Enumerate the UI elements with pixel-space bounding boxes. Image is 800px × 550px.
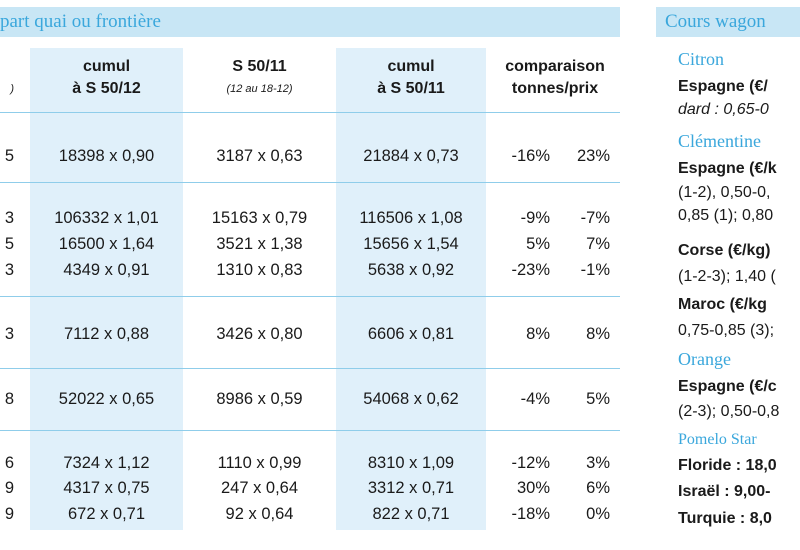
- row-cell: 822 x 0,71: [372, 505, 450, 523]
- row-cell: 16500 x 1,64: [58, 235, 155, 253]
- row-cell: 6%: [586, 479, 610, 497]
- country-line: Espagne (€/k: [678, 160, 777, 177]
- row-cell: 7%: [586, 235, 610, 253]
- row-cell: 30%: [516, 479, 550, 497]
- row-cell: 3187 x 0,63: [216, 147, 303, 165]
- row-cell: 54068 x 0,62: [363, 390, 459, 408]
- country-line: Corse (€/kg): [678, 242, 771, 259]
- price-line: 0,85 (1); 0,80: [678, 207, 774, 224]
- header-line1: cumul: [82, 58, 131, 75]
- price-line: (1-2), 0,50-0,: [678, 184, 771, 201]
- row-cell: 116506 x 1,08: [359, 209, 463, 227]
- fruit-heading: Pomelo Star: [678, 431, 757, 448]
- header-cumul-s50-12: cumul à S 50/12: [30, 56, 183, 100]
- section-header-left: part quai ou frontière: [0, 7, 620, 37]
- header-line2: à S 50/11: [377, 80, 445, 97]
- row-divider: [0, 182, 620, 183]
- country-line: Espagne (€/c: [678, 378, 777, 395]
- row-cell: -4%: [520, 390, 550, 408]
- row-cell: 5%: [526, 235, 550, 253]
- row-cell: 0%: [586, 505, 610, 523]
- row-cell: 247 x 0,64: [220, 479, 299, 497]
- row-cell: 1310 x 0,83: [216, 261, 303, 279]
- row-cell: 4349 x 0,91: [63, 261, 150, 279]
- row-cell: -18%: [511, 505, 550, 523]
- row-cell: 15656 x 1,54: [363, 235, 459, 253]
- row-cell: -12%: [511, 454, 550, 472]
- header-line2: à S 50/12: [72, 80, 141, 97]
- row-cell: 3: [4, 209, 14, 227]
- row-cell: 3521 x 1,38: [216, 235, 303, 253]
- column-shade-cumul-50-12: [30, 48, 183, 530]
- column-shade-cumul-50-11: [336, 48, 486, 530]
- row-cell: 672 x 0,71: [67, 505, 146, 523]
- country-line: Israël : 9,00-: [678, 483, 771, 500]
- row-cell: 23%: [576, 147, 610, 165]
- header-line1: comparaison: [505, 58, 605, 75]
- row-cell: 8310 x 1,09: [367, 454, 455, 472]
- row-cell: 4317 x 0,75: [63, 479, 150, 497]
- row-cell: 3: [4, 261, 14, 279]
- row-cell: 106332 x 1,01: [54, 209, 159, 227]
- row-cell: 8%: [586, 325, 610, 343]
- price-line: (1-2-3); 1,40 (: [678, 268, 776, 285]
- fruit-heading: Orange: [678, 349, 731, 369]
- row-cell: -16%: [511, 147, 550, 165]
- country-line: Espagne (€/: [678, 78, 768, 95]
- header-line1: S 50/11: [232, 58, 287, 75]
- row-cell: 21884 x 0,73: [363, 147, 459, 165]
- fruit-heading: Clémentine: [678, 131, 761, 151]
- row-divider: [0, 112, 620, 113]
- row-cell: 3%: [586, 454, 610, 472]
- row-cell: 92 x 0,64: [225, 505, 294, 523]
- fruit-heading: Citron: [678, 49, 725, 69]
- row-cell: -1%: [580, 261, 610, 279]
- country-line: Turquie : 8,0: [678, 510, 772, 527]
- header-cumul-s50-11: cumul à S 50/11: [336, 56, 486, 100]
- header-line1: cumul: [387, 58, 435, 75]
- row-cell: 8986 x 0,59: [216, 390, 303, 408]
- row-cell: 8%: [526, 325, 550, 343]
- row-cell: -23%: [511, 261, 550, 279]
- row-cell: 1110 x 0,99: [217, 454, 302, 472]
- header-comparaison: comparaison tonnes/prix: [490, 56, 620, 100]
- cours-wagon-panel: Citron Espagne (€/ dard : 0,65-0 Clément…: [666, 44, 800, 544]
- row-cell: 6: [4, 454, 14, 472]
- row-cell: -7%: [580, 209, 610, 227]
- price-line: 0,75-0,85 (3);: [678, 322, 775, 339]
- section-header-right: Cours wagon: [656, 7, 800, 37]
- row-cell: 5: [4, 235, 14, 253]
- row-cell: 8: [4, 390, 14, 408]
- country-line: Floride : 18,0: [678, 457, 777, 474]
- country-line: Maroc (€/kg: [678, 296, 767, 313]
- row-divider: [0, 368, 620, 369]
- row-cell: 9: [4, 505, 14, 523]
- header-line2: tonnes/prix: [511, 80, 599, 97]
- row-cell: 5638 x 0,92: [367, 261, 455, 279]
- row-cell: 9: [4, 479, 14, 497]
- row-cell: 6606 x 0,81: [367, 325, 455, 343]
- row-cell: 52022 x 0,65: [58, 390, 155, 408]
- row-divider: [0, 296, 620, 297]
- row-cell: 15163 x 0,79: [211, 209, 308, 227]
- row-cell: 18398 x 0,90: [58, 147, 155, 165]
- price-line: dard : 0,65-0: [678, 101, 769, 118]
- row-cell: 3312 x 0,71: [367, 479, 455, 497]
- row-cell: 5%: [586, 390, 610, 408]
- row-cell: 5: [4, 147, 14, 165]
- header-sub: (12 au 18-12): [226, 83, 293, 95]
- header-s50-11: S 50/11 (12 au 18-12): [183, 56, 336, 100]
- row-cell: -9%: [520, 209, 550, 227]
- row-divider: [0, 430, 620, 431]
- row-cell: 7324 x 1,12: [63, 454, 150, 472]
- first-column-header-fragment: ): [10, 83, 14, 95]
- price-line: (2-3); 0,50-0,8: [678, 403, 780, 420]
- row-cell: 3426 x 0,80: [216, 325, 303, 343]
- row-cell: 7112 x 0,88: [63, 325, 149, 343]
- row-cell: 3: [4, 325, 14, 343]
